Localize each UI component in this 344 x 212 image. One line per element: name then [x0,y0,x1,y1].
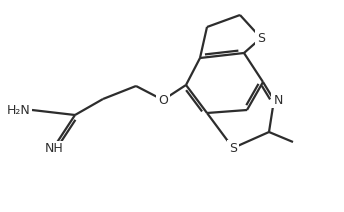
Text: NH: NH [45,142,63,155]
Text: O: O [158,93,168,106]
Text: H₂N: H₂N [6,103,30,117]
Text: S: S [257,32,265,45]
Text: S: S [229,141,237,155]
Text: N: N [273,93,283,106]
